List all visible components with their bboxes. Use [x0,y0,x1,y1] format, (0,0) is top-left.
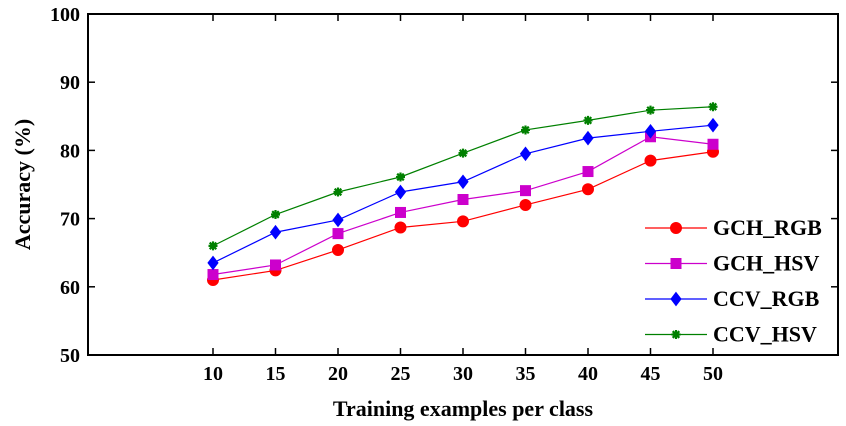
legend-label: CCV_RGB [713,286,820,311]
data-point [708,102,718,112]
data-point [457,194,469,206]
data-point [395,206,406,218]
data-point [707,117,719,133]
legend-label: GCH_HSV [713,251,819,276]
x-tick-label: 25 [391,363,411,385]
legend: GCH_RGB GCH_HSV CCV_RGB CCV_HSV [645,215,822,347]
data-point [271,210,280,220]
data-point [207,255,219,271]
y-tick-label: 80 [60,140,80,162]
y-tick-label: 60 [60,277,80,299]
legend-entry: CCV_HSV [645,322,817,347]
data-point [332,212,344,228]
series-ccv-rgb [207,117,719,271]
legend-label: GCH_RGB [713,215,822,240]
y-tick-label: 100 [50,4,80,26]
data-point [519,198,532,211]
data-point [207,269,219,281]
data-point [519,146,532,162]
x-tick-label: 20 [328,363,348,385]
series-ccv-hsv [208,102,718,251]
legend-label: CCV_HSV [713,322,817,347]
data-point [396,172,405,182]
data-point [582,130,594,146]
x-tick-label: 35 [516,363,536,385]
x-tick-label: 15 [266,363,286,385]
x-tick-label: 10 [203,363,223,385]
legend-entry: CCV_RGB [645,286,820,311]
data-point [208,241,218,251]
data-point [332,243,344,256]
data-point [332,228,344,240]
x-tick-label: 45 [641,363,661,385]
legend-marker [671,330,681,339]
data-point [270,259,281,271]
data-point [707,138,719,150]
legend-marker [670,222,682,234]
data-point [394,184,407,200]
axis-ticks: 10 15 20 25 30 35 40 45 50 50 60 70 80 90 100 [50,4,838,385]
x-axis-title: Training examples per class [333,396,594,421]
series-layer [207,102,719,286]
x-tick-label: 30 [453,363,473,385]
data-point [458,148,468,158]
y-tick-label: 90 [60,72,80,94]
data-point [333,187,343,197]
legend-marker [670,291,682,307]
data-point [582,183,594,196]
data-point [583,115,593,125]
y-axis-title: Accuracy (%) [10,119,35,250]
data-point [457,174,469,190]
legend-entry: GCH_RGB [645,215,822,240]
x-tick-label: 40 [578,363,598,385]
x-tick-label: 50 [703,363,723,385]
y-tick-label: 50 [60,345,80,367]
data-point [644,123,657,139]
legend-entry: GCH_HSV [645,251,819,276]
data-point [269,224,282,240]
data-point [646,105,655,115]
data-point [582,166,594,178]
data-point [457,215,469,228]
data-point [521,125,530,135]
y-tick-label: 70 [60,209,80,231]
series-gch-rgb [207,145,719,286]
data-point [644,154,657,167]
data-point [520,185,531,197]
data-point [394,221,407,234]
legend-marker [670,258,682,269]
